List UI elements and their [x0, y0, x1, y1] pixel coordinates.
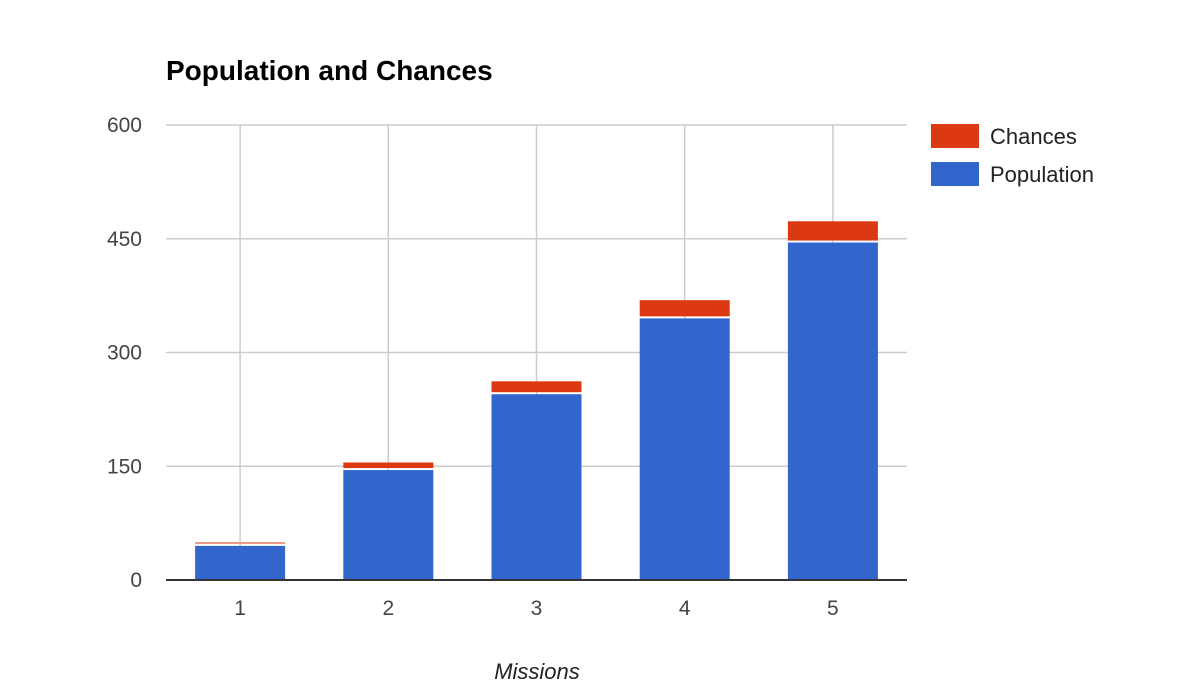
y-tick-label: 300 [107, 342, 142, 365]
x-tick-label: 2 [382, 597, 394, 620]
chart-title: Population and Chances [166, 55, 493, 86]
legend-swatch-chances [931, 124, 979, 148]
legend-label-population: Population [990, 162, 1094, 187]
y-tick-label: 450 [107, 228, 142, 251]
x-tick-label: 5 [827, 597, 839, 620]
bar-population-2 [343, 470, 434, 580]
bar-chances-4 [639, 300, 730, 317]
legend: Chances Population [931, 124, 1094, 187]
bar-population-5 [787, 242, 878, 580]
x-axis-title: Missions [494, 659, 580, 684]
bar-population-1 [195, 545, 286, 580]
y-tick-label: 150 [107, 455, 142, 478]
x-axis-ticks: 1 2 3 4 5 [234, 597, 838, 620]
legend-label-chances: Chances [990, 124, 1077, 149]
y-tick-label: 600 [107, 114, 142, 137]
x-tick-label: 3 [531, 597, 543, 620]
bar-population-3 [491, 394, 582, 580]
y-tick-label: 0 [130, 569, 142, 592]
legend-swatch-population [931, 162, 979, 186]
bar-chances-5 [787, 221, 878, 241]
bar-chances-3 [491, 381, 582, 393]
x-tick-label: 1 [234, 597, 246, 620]
y-axis-ticks: 0 150 300 450 600 [107, 114, 142, 592]
bar-chances-1 [195, 542, 286, 544]
bar-chances-2 [343, 462, 434, 469]
x-tick-label: 4 [679, 597, 691, 620]
bars [195, 221, 878, 580]
bar-population-4 [639, 318, 730, 580]
